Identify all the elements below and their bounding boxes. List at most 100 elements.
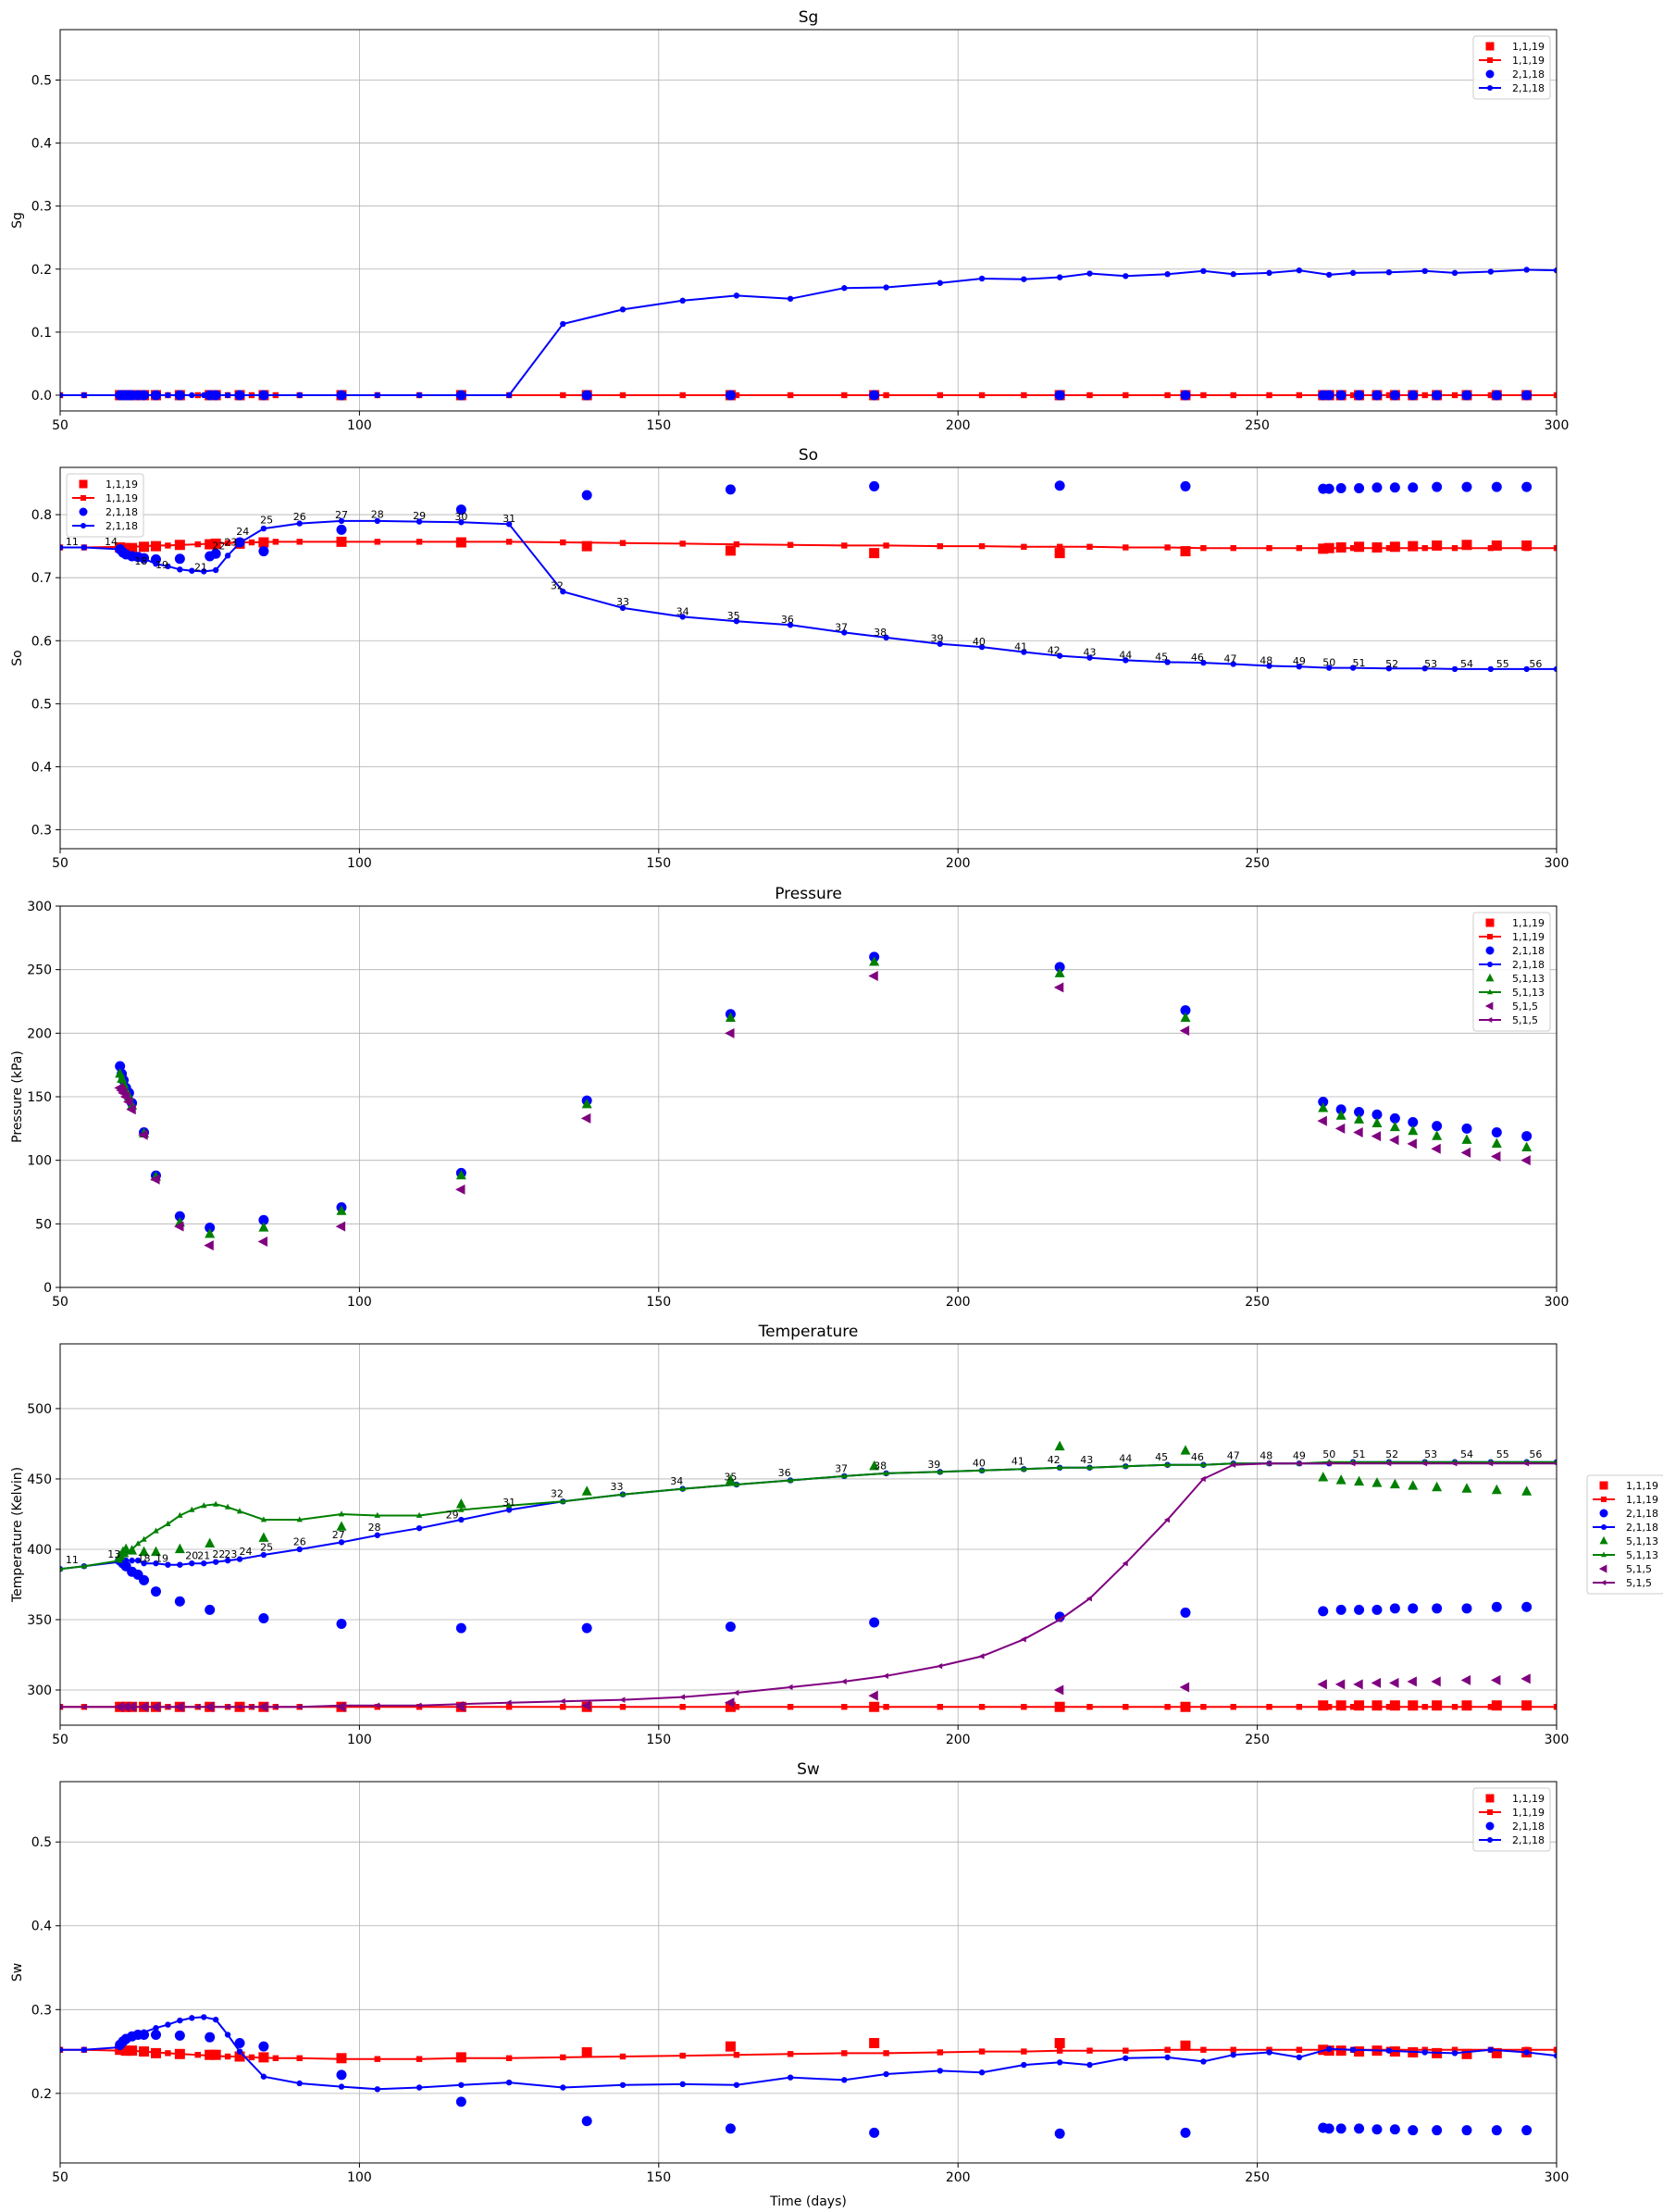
data-point — [1371, 482, 1383, 493]
line-point — [1266, 391, 1272, 399]
line-point — [140, 1704, 146, 1710]
line-point — [81, 391, 88, 399]
y-tick-label: 0.3 — [31, 824, 52, 839]
legend-label: 1,1,19 — [1512, 1793, 1545, 1805]
line-point — [937, 1704, 943, 1710]
line-point — [505, 391, 513, 399]
line-point — [1326, 1704, 1333, 1710]
line-point — [787, 1704, 794, 1710]
line-point — [1086, 391, 1093, 399]
legend-marker — [1487, 934, 1493, 939]
data-point — [1521, 1141, 1533, 1152]
line-point — [248, 539, 255, 546]
y-tick-label: 100 — [27, 1154, 52, 1169]
x-tick-label: 300 — [1545, 1733, 1570, 1747]
panel-title: Sg — [799, 8, 819, 27]
legend-marker — [79, 479, 88, 489]
data-point — [1408, 2125, 1419, 2136]
data-point — [869, 1460, 880, 1471]
data-point — [120, 1543, 131, 1554]
data-point — [1180, 1445, 1191, 1455]
data-point — [1432, 481, 1443, 492]
data-point — [1371, 1131, 1382, 1142]
line-point — [1230, 1704, 1236, 1710]
y-tick-label: 0.1 — [31, 326, 52, 341]
plot-frame — [59, 905, 1558, 1288]
series-2-1-18-line — [60, 267, 1557, 399]
data-point — [120, 542, 131, 553]
line-point — [189, 1560, 195, 1567]
line-point — [1421, 391, 1428, 399]
x-tick-label: 150 — [646, 856, 671, 871]
line-point — [1421, 267, 1428, 275]
data-point — [725, 1697, 735, 1709]
step-label: 37 — [835, 621, 848, 633]
step-label: 37 — [835, 1462, 848, 1474]
data-point — [205, 1537, 216, 1548]
data-point — [115, 1061, 126, 1072]
line-point — [374, 517, 381, 525]
step-label: 29 — [446, 1510, 459, 1522]
line-point — [841, 285, 848, 292]
data-point — [1054, 548, 1065, 559]
line-point — [224, 2032, 231, 2038]
step-label: 48 — [1260, 1450, 1272, 1462]
legend-entry: 2,1,18 — [1479, 959, 1545, 971]
line-point — [619, 1490, 627, 1497]
data-point — [869, 548, 880, 559]
step-label: 41 — [1011, 1456, 1024, 1468]
data-point — [581, 390, 592, 401]
line-point — [1056, 1464, 1063, 1471]
step-label: 23 — [224, 536, 237, 548]
line-point — [1199, 1475, 1206, 1483]
legend-marker — [1485, 946, 1495, 955]
line-point — [733, 391, 740, 399]
line-point — [338, 1539, 345, 1546]
legend-entry: 2,1,18 — [72, 520, 138, 532]
legend-label: 2,1,18 — [1512, 945, 1545, 957]
line-point — [787, 1476, 794, 1483]
line-point — [1326, 2045, 1333, 2053]
line-point — [1230, 1461, 1236, 1468]
y-axis-label: Temperature (Kelvin) — [10, 1467, 25, 1603]
data-point — [138, 1129, 148, 1140]
step-label: 26 — [293, 1535, 306, 1547]
data-point — [455, 1184, 465, 1195]
line-point — [1451, 1704, 1458, 1710]
line-point — [1385, 268, 1393, 276]
y-tick-label: 0.4 — [31, 1920, 52, 1934]
line-point — [201, 1560, 207, 1567]
line-point — [134, 1540, 142, 1547]
step-label: 49 — [1293, 655, 1306, 667]
line-point — [733, 1689, 739, 1696]
line-point — [787, 295, 794, 302]
data-point — [1460, 1147, 1471, 1158]
line-point — [141, 1560, 147, 1567]
legend-label: 1,1,19 — [1512, 931, 1545, 943]
y-tick-label: 0.8 — [31, 508, 52, 523]
data-point — [1520, 1673, 1531, 1684]
data-point — [1054, 2038, 1065, 2049]
line-point — [733, 1481, 740, 1487]
line-point — [338, 1510, 345, 1517]
legend-entry: 2,1,18 — [1485, 68, 1545, 81]
line-point — [60, 2046, 64, 2053]
line-point — [1421, 1460, 1428, 1467]
legend-entry: 1,1,19 — [1479, 931, 1545, 943]
line-point — [458, 539, 465, 545]
legend-entry: 5,1,13 — [1593, 1549, 1658, 1561]
line-point — [1451, 391, 1458, 399]
line-point — [236, 1508, 243, 1514]
data-point — [1053, 982, 1064, 993]
line-point — [1385, 1460, 1392, 1467]
line-point — [1164, 391, 1171, 399]
step-label: 39 — [927, 1459, 940, 1471]
line-point — [1553, 267, 1557, 274]
step-label: 18 — [138, 1553, 151, 1565]
data-point — [1491, 390, 1502, 401]
y-tick-label: 0.0 — [31, 389, 52, 404]
step-label: 33 — [616, 596, 629, 608]
step-label: 41 — [1014, 640, 1027, 652]
line-point — [374, 1532, 381, 1538]
